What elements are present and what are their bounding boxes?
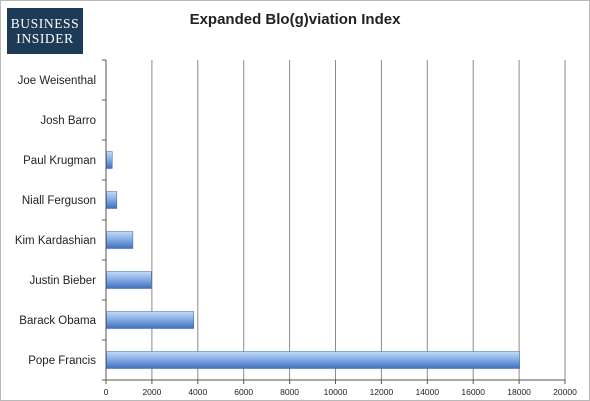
x-tick-label: 14000 [415, 387, 439, 397]
x-tick-labels: 0 2000 4000 6000 8000 10000 12000 14000 16000 180… [104, 387, 577, 397]
category-label: Paul Krugman [23, 155, 96, 167]
axes [102, 59, 566, 384]
logo-line-1: BUSINESS [10, 16, 80, 31]
x-tick-label: 16000 [461, 387, 485, 397]
bar [106, 311, 194, 329]
bars [106, 151, 520, 369]
x-tick-label: 18000 [507, 387, 531, 397]
bar [106, 231, 134, 249]
bar [106, 191, 118, 209]
logo-line-2: INSIDER [16, 31, 74, 46]
grid-lines [151, 60, 566, 380]
x-tick-label: 20000 [553, 387, 577, 397]
category-label: Niall Ferguson [22, 195, 96, 207]
category-label: Kim Kardashian [15, 235, 96, 247]
x-tick-label: 0 [104, 387, 109, 397]
category-label: Josh Barro [40, 115, 96, 127]
x-tick-label: 6000 [234, 387, 253, 397]
business-insider-logo: BUSINESS INSIDER [7, 8, 83, 54]
bar [106, 151, 113, 169]
category-label: Pope Francis [28, 355, 96, 367]
x-tick-label: 2000 [142, 387, 161, 397]
x-tick-label: 8000 [280, 387, 299, 397]
bar [106, 351, 520, 369]
x-tick-label: 10000 [324, 387, 348, 397]
x-tick-label: 12000 [370, 387, 394, 397]
chart-title: Expanded Blo(g)viation Index [189, 11, 401, 28]
category-label: Barack Obama [19, 315, 96, 327]
bar [106, 271, 152, 289]
category-label: Justin Bieber [30, 275, 97, 287]
category-labels: Joe Weisenthal Josh Barro Paul Krugman Nial… [15, 75, 97, 367]
category-label: Joe Weisenthal [18, 75, 96, 87]
x-tick-label: 4000 [188, 387, 207, 397]
